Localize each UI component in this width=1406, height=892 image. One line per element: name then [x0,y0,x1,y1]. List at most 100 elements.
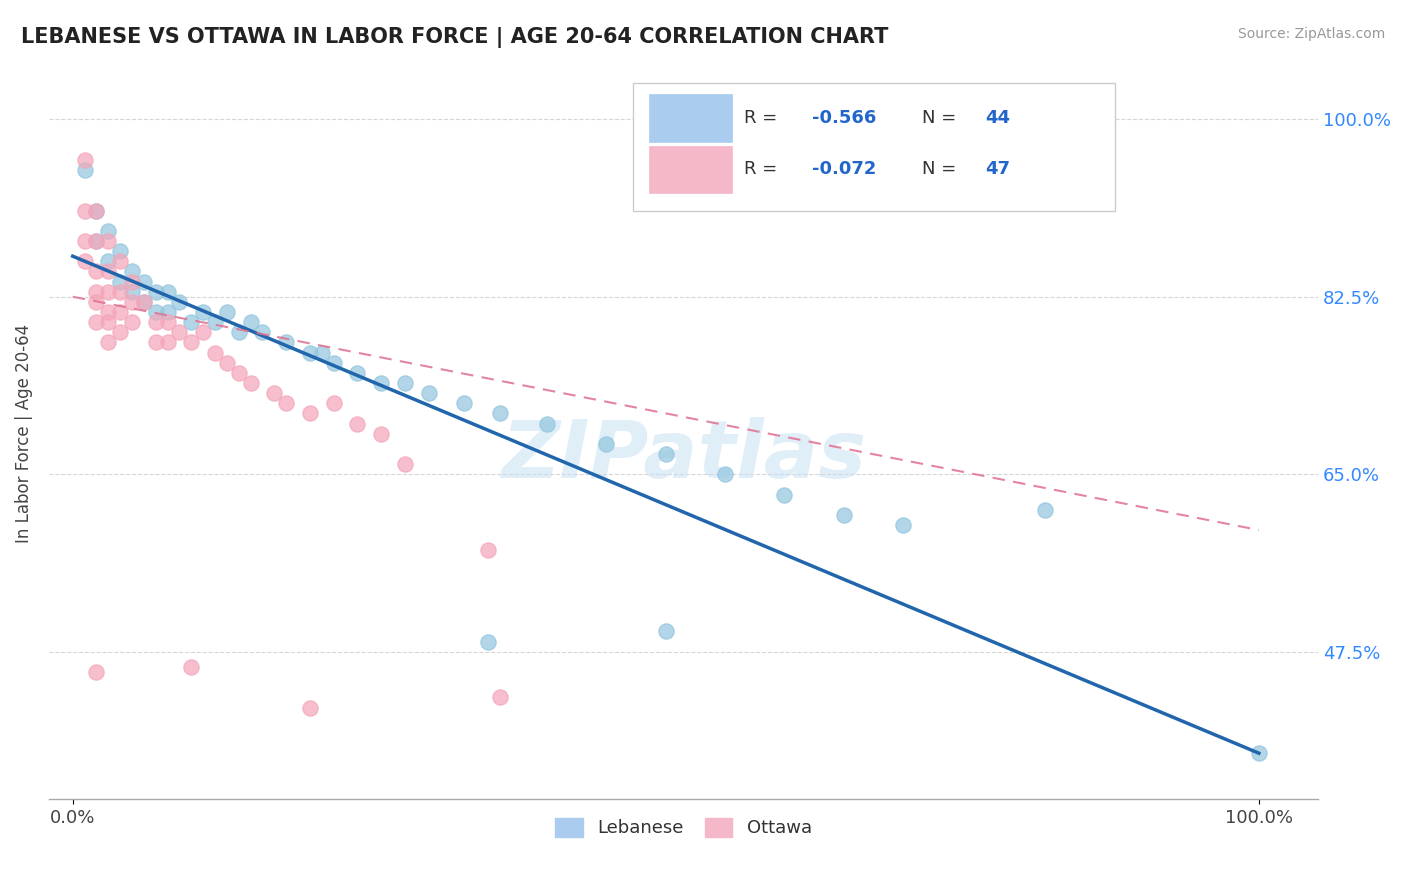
Point [322,396,344,410]
Point [169,294,191,309]
Point [97,254,120,268]
Point [86,285,108,299]
Point [832,508,855,522]
Text: -0.072: -0.072 [811,161,876,178]
Point [370,426,392,441]
Point [97,305,120,319]
Point [108,275,131,289]
Point [108,244,131,259]
Point [215,305,238,319]
Point [132,294,155,309]
Point [298,345,321,359]
Point [180,660,202,674]
Point [108,325,131,339]
Point [239,376,262,390]
Point [97,234,120,248]
Point [86,294,108,309]
Point [145,305,167,319]
Point [228,325,250,339]
Point [73,163,96,178]
Point [595,437,617,451]
Point [204,345,226,359]
Point [145,285,167,299]
Point [453,396,475,410]
Point [488,690,510,705]
Point [108,305,131,319]
Text: 44: 44 [986,109,1011,128]
Point [169,325,191,339]
Point [86,315,108,329]
Point [418,386,440,401]
Legend: Lebanese, Ottawa: Lebanese, Ottawa [548,811,818,845]
Point [1033,502,1056,516]
Point [156,335,179,350]
Text: LEBANESE VS OTTAWA IN LABOR FORCE | AGE 20-64 CORRELATION CHART: LEBANESE VS OTTAWA IN LABOR FORCE | AGE … [21,27,889,48]
Point [97,285,120,299]
Text: -0.566: -0.566 [811,109,876,128]
Point [180,315,202,329]
Point [193,325,215,339]
Point [97,224,120,238]
Point [215,356,238,370]
Point [193,305,215,319]
Point [239,315,262,329]
Point [536,417,558,431]
Point [311,345,333,359]
Point [655,447,678,461]
Point [228,366,250,380]
FancyBboxPatch shape [633,83,1115,211]
Point [97,315,120,329]
Point [86,203,108,218]
Text: N =: N = [922,109,962,128]
Point [276,396,298,410]
Point [121,275,143,289]
Point [86,234,108,248]
Point [477,634,499,648]
Text: 47: 47 [986,161,1011,178]
Point [346,417,368,431]
Point [1247,746,1270,760]
Text: R =: R = [744,109,783,128]
Point [121,264,143,278]
Text: Source: ZipAtlas.com: Source: ZipAtlas.com [1237,27,1385,41]
Point [891,518,914,533]
Point [488,406,510,420]
FancyBboxPatch shape [650,95,731,142]
Point [86,665,108,679]
Point [263,386,285,401]
Point [773,487,796,501]
Point [370,376,392,390]
Text: ZIPatlas: ZIPatlas [501,417,866,494]
Point [121,285,143,299]
Point [73,254,96,268]
Point [156,305,179,319]
Point [394,376,416,390]
Point [121,294,143,309]
Point [714,467,737,482]
Y-axis label: In Labor Force | Age 20-64: In Labor Force | Age 20-64 [15,324,32,543]
Point [346,366,368,380]
Point [97,264,120,278]
Point [180,335,202,350]
Point [145,315,167,329]
Point [156,285,179,299]
Point [145,335,167,350]
Point [108,285,131,299]
Point [655,624,678,639]
Text: N =: N = [922,161,962,178]
Point [86,264,108,278]
Point [73,234,96,248]
Point [477,543,499,558]
Point [97,335,120,350]
Point [108,254,131,268]
Point [86,234,108,248]
Text: R =: R = [744,161,783,178]
Point [298,406,321,420]
Point [204,315,226,329]
Point [132,294,155,309]
Point [73,203,96,218]
Point [252,325,274,339]
Point [394,457,416,471]
Point [86,203,108,218]
Point [298,700,321,714]
